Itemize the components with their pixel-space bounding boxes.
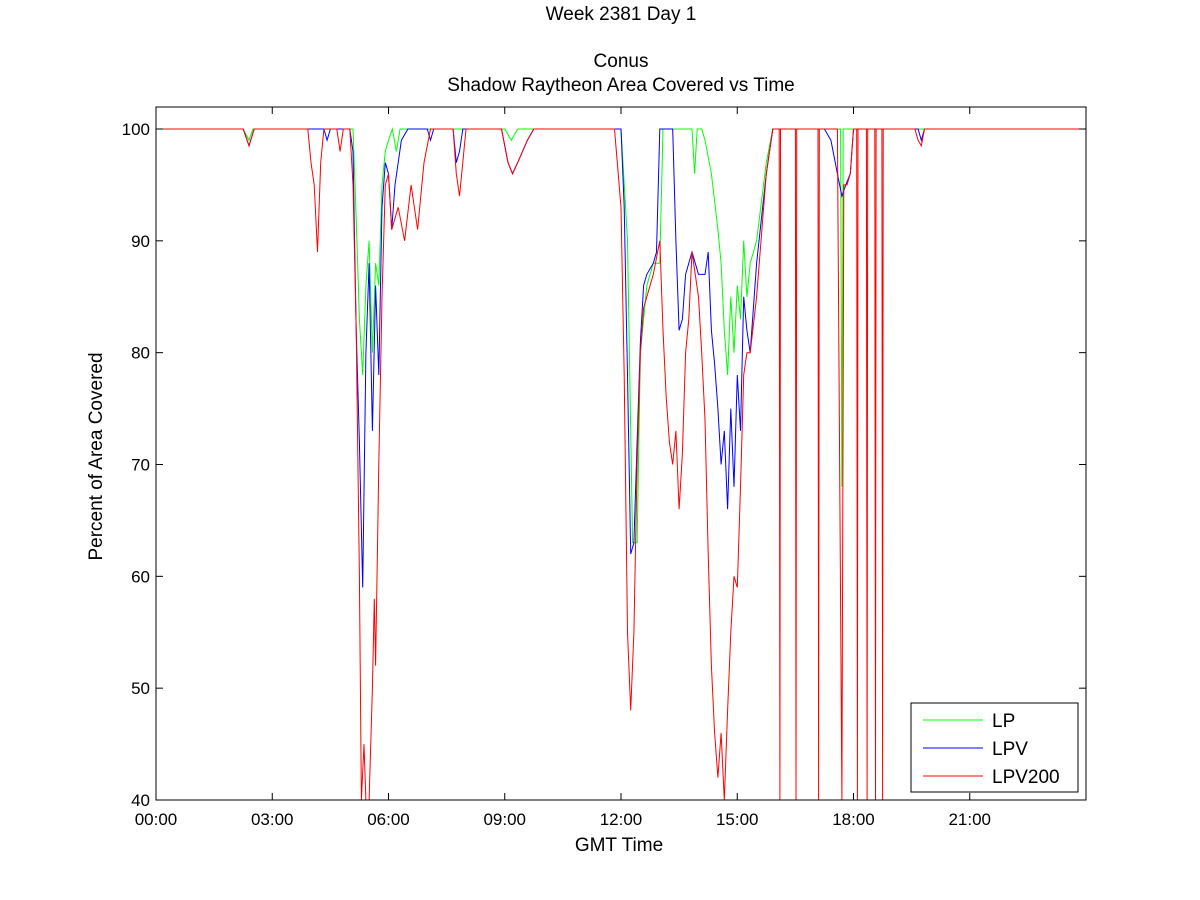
series-line-lpv — [156, 128, 1086, 588]
x-tick-label: 21:00 — [948, 810, 991, 829]
chart-title-line-0: Week 2381 Day 1 — [546, 4, 697, 25]
y-tick-label: 50 — [131, 679, 150, 698]
series-line-lp — [156, 127, 1086, 544]
legend-label-lpv200: LPV200 — [992, 767, 1060, 788]
y-tick-label: 80 — [131, 344, 150, 363]
y-tick-label: 90 — [131, 232, 150, 251]
y-tick-label: 70 — [131, 456, 150, 475]
x-axis-label: GMT Time — [575, 835, 663, 856]
y-tick-label: 40 — [131, 791, 150, 810]
chart-title-line-2: Conus — [594, 51, 649, 72]
x-tick-label: 15:00 — [716, 810, 759, 829]
chart-title: Week 2381 Day 1 Conus Shadow Raytheon Area… — [447, 4, 794, 96]
x-tick-label: 18:00 — [832, 810, 875, 829]
x-tick-label: 09:00 — [483, 810, 526, 829]
x-tick-label: 12:00 — [600, 810, 643, 829]
y-tick-label: 100 — [122, 120, 150, 139]
legend-label-lp: LP — [992, 711, 1015, 732]
chart-title-line-3: Shadow Raytheon Area Covered vs Time — [447, 75, 794, 96]
y-axis-label: Percent of Area Covered — [86, 352, 107, 560]
x-tick-label: 06:00 — [367, 810, 410, 829]
x-tick-label: 03:00 — [251, 810, 294, 829]
axis-ticks: 00:00 03:00 06:00 09:00 12:00 15:00 18:00 21:00… — [122, 107, 1086, 829]
legend: LP LPV LPV200 — [910, 702, 1079, 793]
series-line-lpv200 — [156, 128, 1086, 800]
legend-label-lpv: LPV — [992, 739, 1028, 760]
x-tick-label: 00:00 — [135, 810, 178, 829]
y-tick-label: 60 — [131, 567, 150, 586]
plot-lines — [156, 127, 1086, 800]
